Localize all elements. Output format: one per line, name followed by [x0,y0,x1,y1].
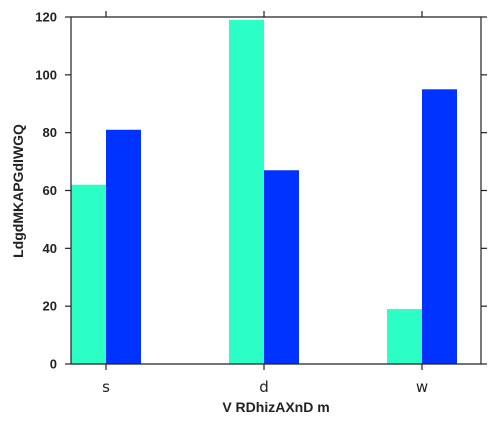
x-tick-label: s [102,378,110,396]
bar-d-series-2 [264,170,299,364]
y-tick-label: 60 [43,183,57,198]
bars-group [71,19,457,365]
bar-d-series-1 [229,19,264,365]
bar-w-series-1 [387,309,422,364]
y-axis-title: LdgdMKAPGdIWGQ [10,124,26,258]
bar-s-series-1 [71,184,106,364]
bar-w-series-2 [422,89,457,365]
bar-s-series-2 [106,129,141,364]
y-tick-label: 20 [43,299,57,314]
x-axis-title: V RDhizAXnD m [222,399,329,415]
y-tick-label: 100 [35,67,57,82]
y-tick-label: 120 [35,10,57,25]
y-tick-label: 80 [43,125,57,140]
x-tick-label: d [259,378,269,396]
x-tick-label: w [416,378,428,396]
y-tick-label: 0 [50,357,57,372]
y-axis-ticks: 0 20 40 60 80 100 120 [35,10,487,372]
y-tick-label: 40 [43,241,57,256]
